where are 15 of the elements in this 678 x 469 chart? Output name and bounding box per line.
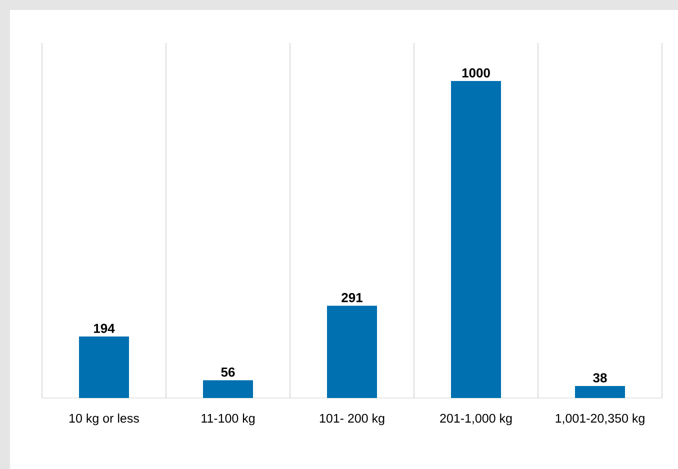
data-label: 1000: [462, 68, 490, 78]
data-label: 56: [221, 368, 235, 377]
bar: [79, 336, 129, 398]
x-tick-label: 101- 200 kg: [320, 414, 384, 426]
bar: [327, 306, 377, 398]
data-label: 38: [593, 373, 607, 382]
x-tick-label: 10 kg or less: [70, 414, 139, 426]
bar: [575, 386, 625, 398]
x-tick-label: 201-1,000 kg: [440, 414, 512, 426]
x-tick-label: 11-100 kg: [202, 414, 255, 426]
data-label: 194: [94, 324, 115, 333]
bar: [451, 81, 501, 398]
bar: [203, 380, 254, 398]
data-label: 291: [342, 293, 362, 302]
x-tick-label: 1,001-20,350 kg: [556, 414, 644, 426]
